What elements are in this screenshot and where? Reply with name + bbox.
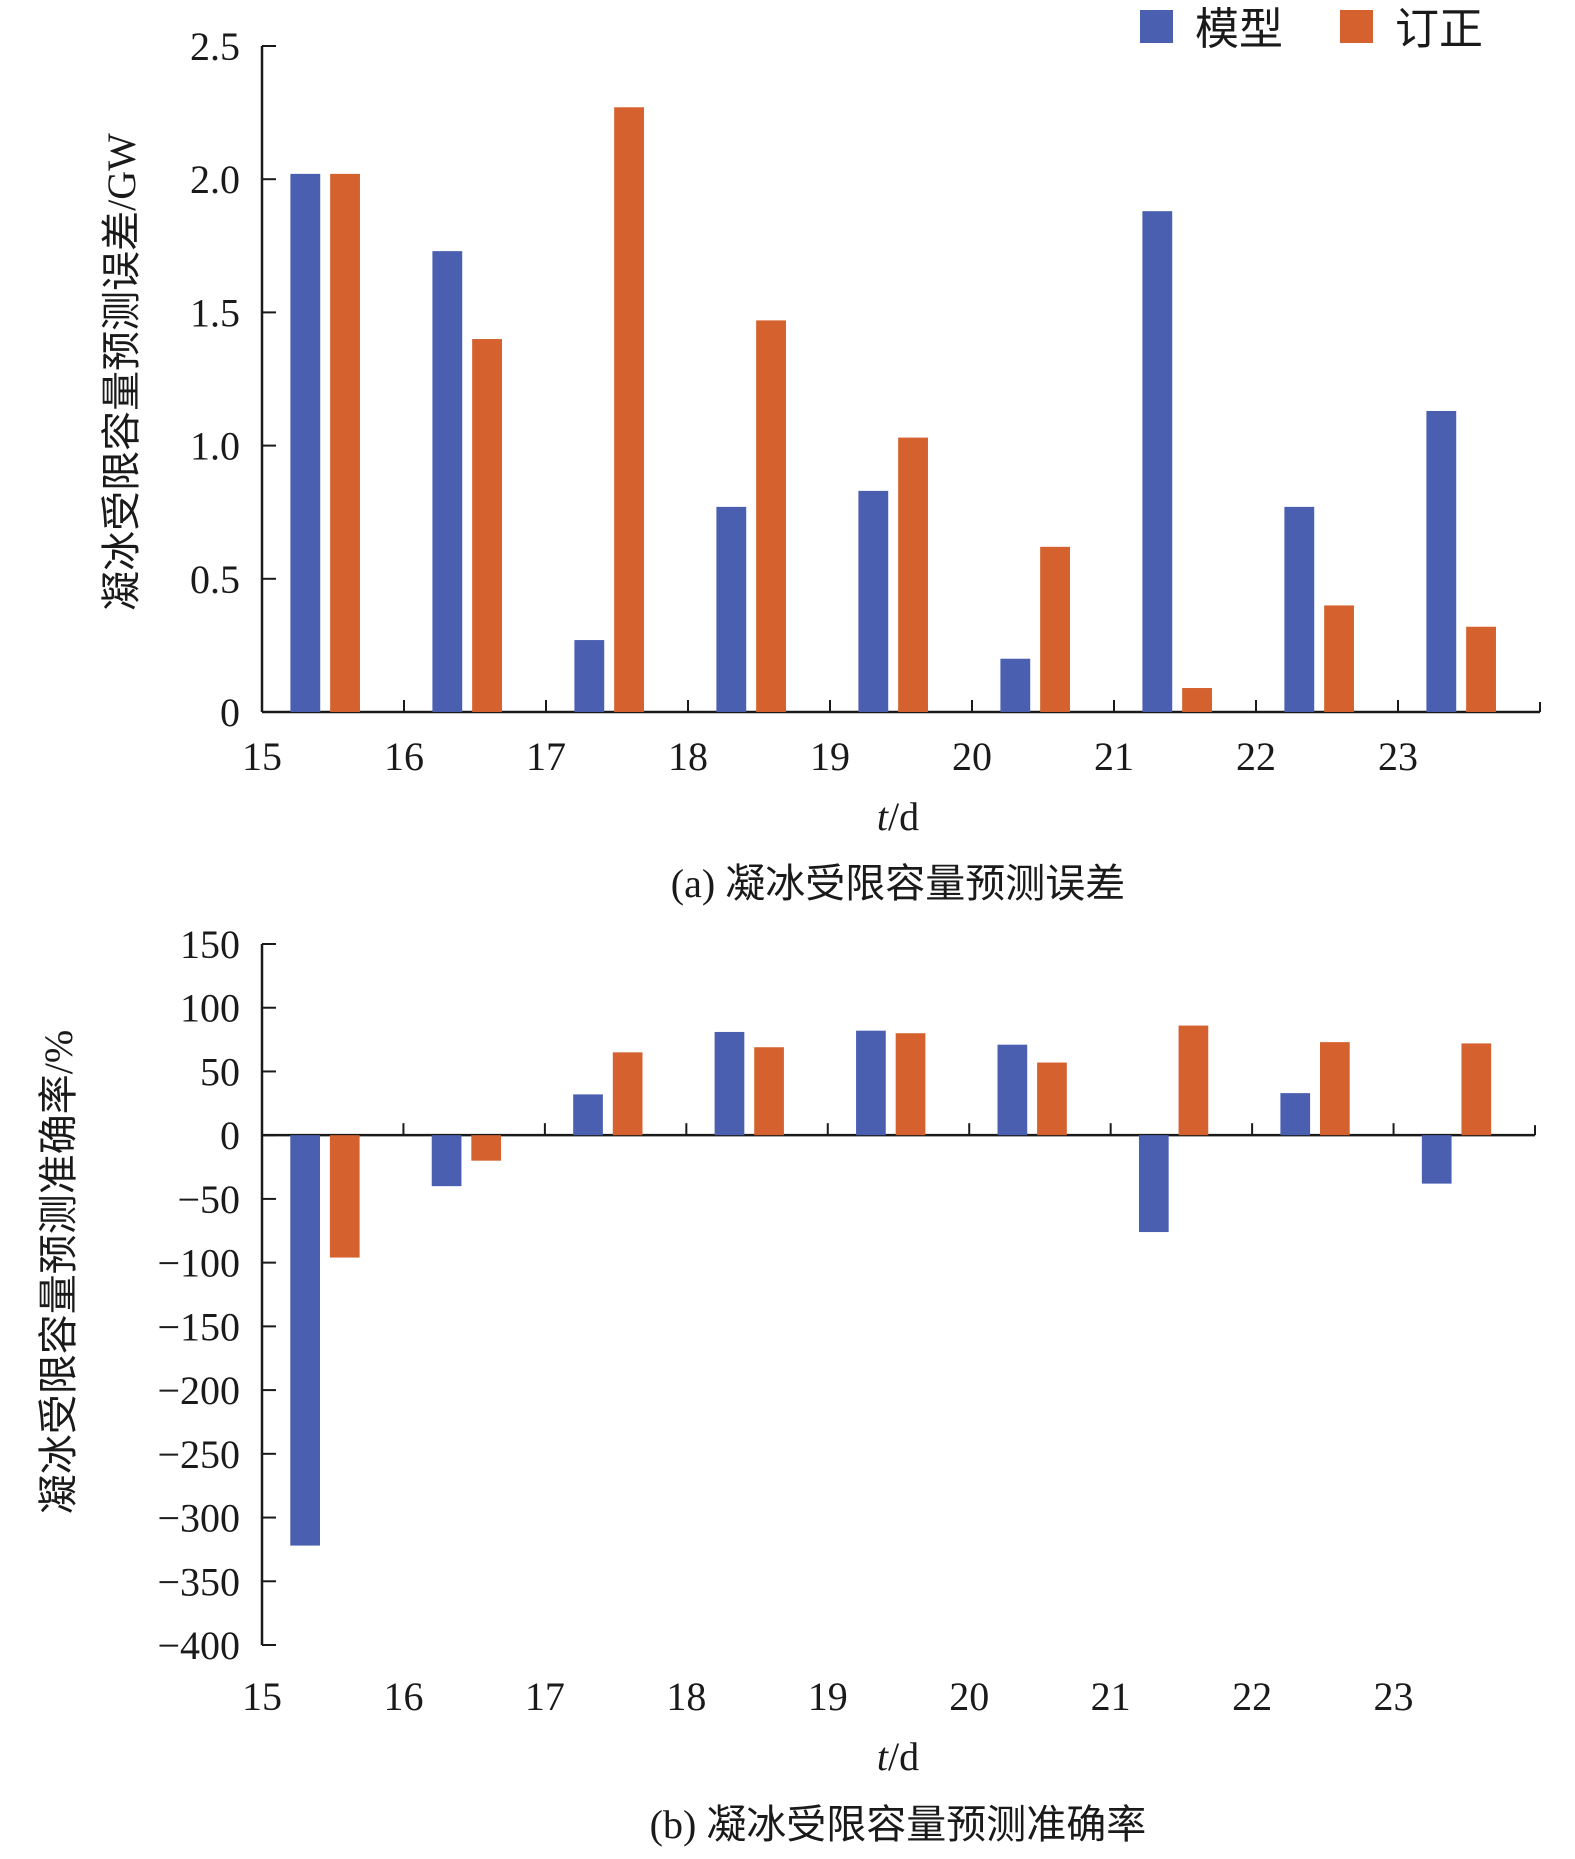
chart-b-x-axis-var: t [877,1734,889,1779]
chart-a-bar-model-19 [858,490,889,712]
chart-b-y-tick-label: −50 [177,1177,240,1222]
chart-b-x-tick-labels: 15 16 17 18 19 20 21 22 23 [242,1674,1414,1719]
chart-a-bar-corrected-20 [1040,546,1070,712]
chart-b-accuracy: 150 100 50 0 −50 −100 −150 −200 −250 −300 −350 −400… [36,922,1536,1847]
chart-b-y-tick-label: 50 [200,1049,240,1094]
chart-b-bar-corrected-23 [1461,1043,1492,1136]
chart-b-y-tick-label: −300 [157,1496,240,1541]
chart-b-bar-model-22 [1280,1093,1311,1136]
chart-b-bar-corrected-21 [1178,1025,1209,1136]
chart-b-bar-corrected-22 [1320,1042,1350,1136]
chart-a-bar-corrected-19 [898,437,928,712]
chart-b-bars [290,1025,1492,1546]
chart-b-x-tick-label: 21 [1091,1674,1131,1719]
chart-a-x-axis-var: t [877,794,889,839]
chart-b-y-tick-label: −200 [157,1368,240,1413]
chart-b-y-tick-label: −250 [157,1432,240,1477]
chart-b-x-tick-label: 18 [666,1674,706,1719]
chart-a-bar-model-22 [1284,506,1315,712]
chart-b-bar-corrected-15 [329,1135,360,1258]
chart-a-bar-corrected-18 [756,320,786,712]
chart-a-y-tick-label: 1.5 [190,290,240,335]
chart-a-bar-model-21 [1142,211,1173,712]
chart-b-x-tick-label: 19 [808,1674,848,1719]
chart-b-x-axis-title: t/d [877,1734,919,1779]
chart-a-y-tick-label: 2.5 [190,24,240,69]
chart-b-y-tick-label: −150 [157,1304,240,1349]
chart-a-y-tick-label: 2.0 [190,157,240,202]
chart-b-caption: (b) 凝冰受限容量预测准确率 [650,1802,1147,1847]
chart-b-y-tick-label: −100 [157,1241,240,1286]
chart-b-x-axis-unit: /d [888,1734,919,1779]
chart-b-bar-model-19 [856,1030,886,1136]
chart-a-x-tick-label: 23 [1378,734,1418,779]
chart-b-y-tick-label: 0 [220,1113,240,1158]
chart-b-x-tick-label: 17 [525,1674,565,1719]
chart-b-bar-corrected-20 [1037,1062,1067,1136]
chart-a-bar-corrected-17 [614,107,644,713]
chart-b-y-tick-label: 150 [180,922,240,967]
chart-a-y-tick-label: 1.0 [190,424,240,469]
chart-b-x-tick-label: 16 [383,1674,423,1719]
chart-b-bar-model-16 [431,1135,462,1187]
legend-swatch-model [1140,10,1173,43]
chart-a-bar-model-15 [290,173,321,712]
chart-b-bar-model-20 [997,1044,1028,1136]
chart-a-x-tick-label: 19 [810,734,850,779]
chart-b-bar-corrected-16 [471,1135,502,1161]
chart-a-x-tick-label: 17 [526,734,566,779]
chart-a-x-tick-label: 18 [668,734,708,779]
chart-a-bar-corrected-22 [1324,605,1354,712]
chart-b-y-tick-label: 100 [180,986,240,1031]
chart-b-x-tick-label: 20 [949,1674,989,1719]
chart-a-bars [290,107,1496,713]
legend: 模型 订正 [1140,5,1483,54]
legend-swatch-corrected [1340,10,1373,43]
chart-a-bar-corrected-23 [1466,626,1496,712]
chart-b-y-axis-title: 凝冰受限容量预测准确率/% [36,1030,81,1514]
chart-b-y-tick-label: −350 [157,1559,240,1604]
chart-a-bar-model-18 [716,506,747,712]
chart-a-x-axis-unit: /d [888,794,919,839]
legend-label-model: 模型 [1195,5,1283,54]
chart-a-x-tick-label: 22 [1236,734,1276,779]
chart-a-x-tick-label: 16 [384,734,424,779]
chart-a-x-tick-label: 20 [952,734,992,779]
chart-b-bar-corrected-17 [612,1052,643,1136]
chart-a-bar-model-17 [574,640,605,712]
legend-label-corrected: 订正 [1395,5,1483,54]
chart-a-x-tick-label: 21 [1094,734,1134,779]
chart-a-y-axis-title: 凝冰受限容量预测误差/GW [99,133,144,611]
chart-a-bar-model-23 [1426,410,1457,712]
chart-a-bar-model-20 [1000,658,1031,712]
chart-a-y-tick-label: 0 [220,690,240,735]
chart-a-x-axis-title: t/d [877,794,919,839]
chart-a-x-tick-label: 15 [242,734,282,779]
chart-b-x-tick-label: 22 [1232,1674,1272,1719]
chart-b-y-tick-labels: 150 100 50 0 −50 −100 −150 −200 −250 −300 −350 −400 [157,922,240,1668]
chart-b-bar-model-21 [1138,1135,1169,1233]
chart-b-bar-corrected-18 [754,1047,784,1136]
chart-a-error: 0 0.5 1.0 1.5 2.0 2.5 15 16 17 18 19 20 21 22 23 凝冰受限… [99,24,1541,906]
chart-b-bar-model-23 [1421,1135,1452,1184]
chart-a-bar-corrected-16 [472,339,502,712]
chart-b-bar-model-17 [573,1094,603,1136]
chart-b-bar-model-18 [714,1031,745,1136]
chart-a-bar-corrected-15 [330,173,360,712]
chart-a-y-tick-labels: 0 0.5 1.0 1.5 2.0 2.5 [190,24,240,735]
chart-a-y-tick-label: 0.5 [190,557,240,602]
chart-a-x-tick-labels: 15 16 17 18 19 20 21 22 23 [242,734,1418,779]
chart-a-caption: (a) 凝冰受限容量预测误差 [671,861,1125,906]
chart-b-x-tick-label: 23 [1374,1674,1414,1719]
chart-a-bar-corrected-21 [1182,688,1212,712]
chart-b-bar-corrected-19 [895,1033,926,1136]
chart-b-x-tick-label: 15 [242,1674,282,1719]
chart-b-bar-model-15 [290,1135,320,1546]
chart-a-bar-model-16 [432,251,463,713]
chart-b-y-tick-label: −400 [157,1623,240,1668]
